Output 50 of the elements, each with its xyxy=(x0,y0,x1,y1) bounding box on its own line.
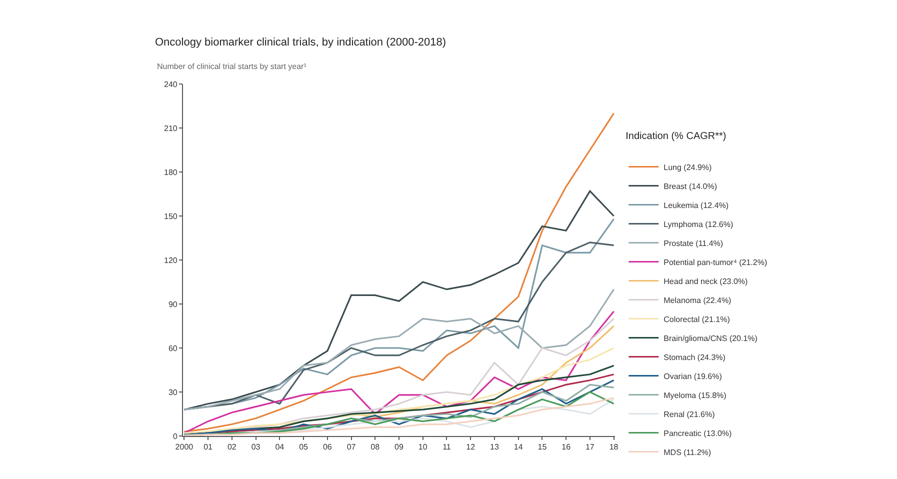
y-tick-label: 180 xyxy=(164,168,178,177)
line-series xyxy=(183,347,615,434)
legend-label: Brain/glioma/CNS (20.1%) xyxy=(664,334,758,343)
legend-label: Lung (24.9%) xyxy=(664,162,712,172)
chart-subtitle: Number of clinical trial starts by start year¹ xyxy=(157,62,307,71)
legend-label: Melanoma (22.4%) xyxy=(664,296,732,305)
x-tick-label: 11 xyxy=(442,442,452,452)
x-tick-label: 02 xyxy=(227,442,237,452)
legend-title: Indication (% CAGR**) xyxy=(626,131,726,142)
x-tick-label: 13 xyxy=(490,442,500,452)
legend-label: Potential pan-tumor⁴ (21.2%) xyxy=(664,258,768,267)
x-tick-label: 15 xyxy=(538,442,548,452)
x-tick-label: 05 xyxy=(299,442,309,452)
legend-label: Colorectal (21.1%) xyxy=(664,314,730,324)
line-series xyxy=(183,288,615,410)
x-tick-label: 14 xyxy=(514,442,524,452)
y-tick-label: 60 xyxy=(168,344,178,353)
line-series xyxy=(183,112,615,432)
legend-label: Lymphoma (12.6%) xyxy=(664,220,734,229)
x-tick-label: 12 xyxy=(466,442,476,452)
x-tick-label: 17 xyxy=(585,442,595,452)
legend-label: MDS (11.2%) xyxy=(664,448,712,457)
y-tick-label: 0 xyxy=(172,432,178,441)
y-tick-label: 150 xyxy=(164,212,178,221)
y-tick-label: 120 xyxy=(164,256,178,265)
legend-label: Stomach (24.3%) xyxy=(664,352,726,362)
y-tick-label: 30 xyxy=(168,388,178,397)
x-tick-label: 09 xyxy=(394,442,404,452)
legend-label: Myeloma (15.8%) xyxy=(664,390,727,400)
x-tick-label: 10 xyxy=(418,442,428,452)
x-tick-label: 18 xyxy=(609,442,619,452)
y-tick-label: 90 xyxy=(168,300,178,309)
legend-label: Leukemia (12.4%) xyxy=(664,200,729,210)
legend-label: Pancreatic (13.0%) xyxy=(664,428,732,438)
legend-label: Breast (14.0%) xyxy=(664,182,718,191)
legend-label: Prostate (11.4%) xyxy=(664,238,724,248)
x-tick-label: 01 xyxy=(204,442,214,452)
y-tick-label: 210 xyxy=(164,124,178,133)
x-tick-label: 08 xyxy=(370,442,380,452)
x-tick-label: 2000 xyxy=(175,442,194,452)
y-tick-label: 240 xyxy=(164,80,178,89)
x-tick-label: 06 xyxy=(322,442,332,452)
chart-title: Oncology biomarker clinical trials, by indication (2000-2018) xyxy=(155,36,446,49)
x-tick-label: 16 xyxy=(562,442,572,452)
legend-label: Renal (21.6%) xyxy=(664,410,716,419)
x-tick-label: 07 xyxy=(346,442,356,452)
legend-label: Ovarian (19.6%) xyxy=(664,372,722,381)
x-tick-label: 04 xyxy=(275,442,285,452)
legend-label: Head and neck (23.0%) xyxy=(664,276,748,286)
x-tick-label: 03 xyxy=(251,442,261,452)
